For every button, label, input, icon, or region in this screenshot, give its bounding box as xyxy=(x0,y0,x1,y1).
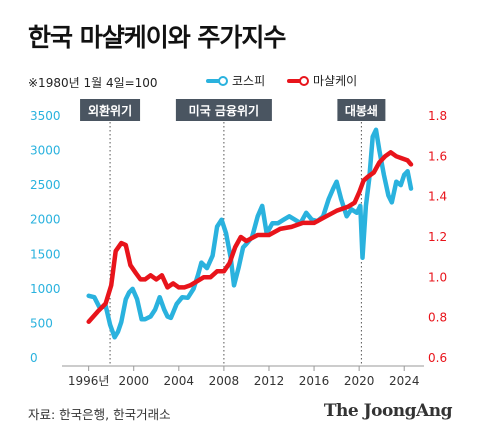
legend-marshall-k-label: 마샬케이 xyxy=(313,74,358,88)
brand-logo: The JoongAng xyxy=(323,401,453,421)
left-axis-tick-label: 3000 xyxy=(30,144,61,158)
legend-kospi: 코스피 xyxy=(206,72,265,89)
annotation-box xyxy=(80,99,141,121)
kospi-line xyxy=(86,127,414,340)
annotation-box xyxy=(175,99,272,121)
x-axis-tick-label: 2024 xyxy=(389,374,420,388)
legend-kospi-label: 코스피 xyxy=(232,74,266,88)
left-axis-tick-label: 500 xyxy=(30,316,53,330)
left-axis-tick-label: 1500 xyxy=(30,247,61,261)
x-axis-tick-label: 2016 xyxy=(299,374,330,388)
chart-title: 한국 마샬케이와 주가지수 xyxy=(28,23,286,52)
x-axis-tick-label: 2000 xyxy=(118,374,149,388)
left-axis-tick-label: 3500 xyxy=(30,109,61,123)
x-axis-tick-label: 1996년 xyxy=(68,374,110,388)
right-axis-tick-label: 1.4 xyxy=(428,190,447,204)
annotation-label: 대봉쇄 xyxy=(345,103,378,118)
x-axis-tick-label: 2008 xyxy=(209,374,240,388)
annotation-label: 미국 금융위기 xyxy=(189,103,259,118)
x-axis-tick-label: 2012 xyxy=(254,374,285,388)
legend-marshall-k: 마샬케이 xyxy=(287,72,357,89)
right-axis-tick-label: 0.6 xyxy=(428,351,447,365)
left-axis-tick-label: 1000 xyxy=(30,282,61,296)
left-axis-tick-label: 0 xyxy=(30,351,38,365)
right-axis-tick-label: 0.8 xyxy=(428,311,447,325)
right-axis-tick-label: 1.0 xyxy=(428,270,447,284)
annotation-box xyxy=(337,99,386,121)
left-axis-tick-label: 2000 xyxy=(30,213,61,227)
chart-subtitle: ※1980년 1월 4일=100 xyxy=(28,76,158,90)
right-axis-tick-label: 1.8 xyxy=(428,109,447,123)
x-axis-tick-label: 2020 xyxy=(344,374,375,388)
right-axis-tick-label: 1.6 xyxy=(428,149,447,163)
right-axis-tick-label: 1.2 xyxy=(428,230,447,244)
legend-kospi-swatch xyxy=(206,75,228,86)
left-axis-tick-label: 2500 xyxy=(30,178,61,192)
marshall-k-line xyxy=(86,150,414,324)
legend-marshall-k-swatch xyxy=(287,75,309,86)
source-note: 자료: 한국은행, 한국거래소 xyxy=(28,407,171,422)
x-axis-tick-label: 2004 xyxy=(164,374,195,388)
annotation-label: 외환위기 xyxy=(88,103,132,118)
